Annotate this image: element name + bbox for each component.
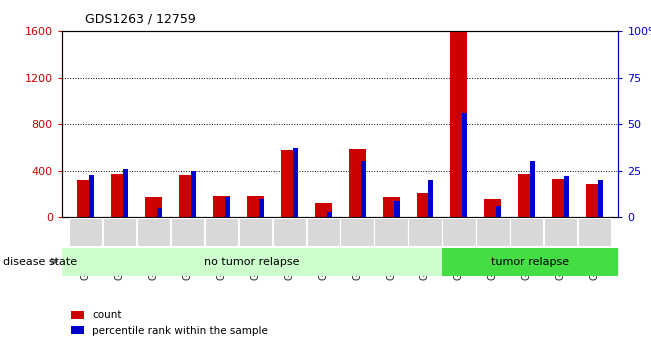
FancyBboxPatch shape — [137, 218, 170, 246]
FancyBboxPatch shape — [62, 248, 442, 276]
Bar — [383, 197, 400, 217]
Bar — [213, 196, 230, 217]
Legend: count, percentile rank within the sample: count, percentile rank within the sample — [67, 306, 272, 340]
FancyBboxPatch shape — [103, 218, 136, 246]
FancyBboxPatch shape — [340, 218, 374, 246]
Bar — [157, 208, 162, 217]
Bar — [484, 199, 501, 217]
Bar — [349, 149, 366, 217]
Bar — [462, 113, 467, 217]
FancyBboxPatch shape — [477, 218, 510, 246]
FancyBboxPatch shape — [544, 218, 577, 246]
Bar — [450, 32, 467, 217]
Bar — [89, 175, 94, 217]
Bar — [598, 180, 603, 217]
Bar — [586, 184, 603, 217]
FancyBboxPatch shape — [442, 218, 476, 246]
Text: disease state: disease state — [3, 257, 77, 266]
FancyBboxPatch shape — [273, 218, 306, 246]
Bar — [281, 150, 298, 217]
Text: no tumor relapse: no tumor relapse — [204, 257, 299, 267]
Bar — [395, 200, 400, 217]
FancyBboxPatch shape — [374, 218, 408, 246]
Bar — [530, 161, 535, 217]
Bar — [552, 179, 569, 217]
FancyBboxPatch shape — [69, 218, 102, 246]
Bar — [361, 161, 366, 217]
FancyBboxPatch shape — [204, 218, 238, 246]
Bar — [225, 197, 230, 217]
FancyBboxPatch shape — [408, 218, 441, 246]
Bar — [428, 180, 434, 217]
Bar — [258, 199, 264, 217]
Bar — [111, 174, 128, 217]
Bar — [327, 212, 331, 217]
Bar — [191, 171, 196, 217]
Bar — [123, 169, 128, 217]
FancyBboxPatch shape — [239, 218, 272, 246]
Bar — [518, 174, 535, 217]
Bar — [293, 148, 298, 217]
Bar — [564, 176, 569, 217]
FancyBboxPatch shape — [442, 248, 618, 276]
Bar — [314, 203, 331, 217]
Bar — [247, 196, 264, 217]
Bar — [496, 206, 501, 217]
FancyBboxPatch shape — [510, 218, 544, 246]
Bar — [179, 175, 196, 217]
Text: GDS1263 / 12759: GDS1263 / 12759 — [85, 12, 195, 25]
Bar — [417, 193, 434, 217]
Bar — [145, 197, 162, 217]
Text: tumor relapse: tumor relapse — [491, 257, 569, 267]
FancyBboxPatch shape — [171, 218, 204, 246]
FancyBboxPatch shape — [578, 218, 611, 246]
Bar — [77, 180, 94, 217]
FancyBboxPatch shape — [307, 218, 340, 246]
